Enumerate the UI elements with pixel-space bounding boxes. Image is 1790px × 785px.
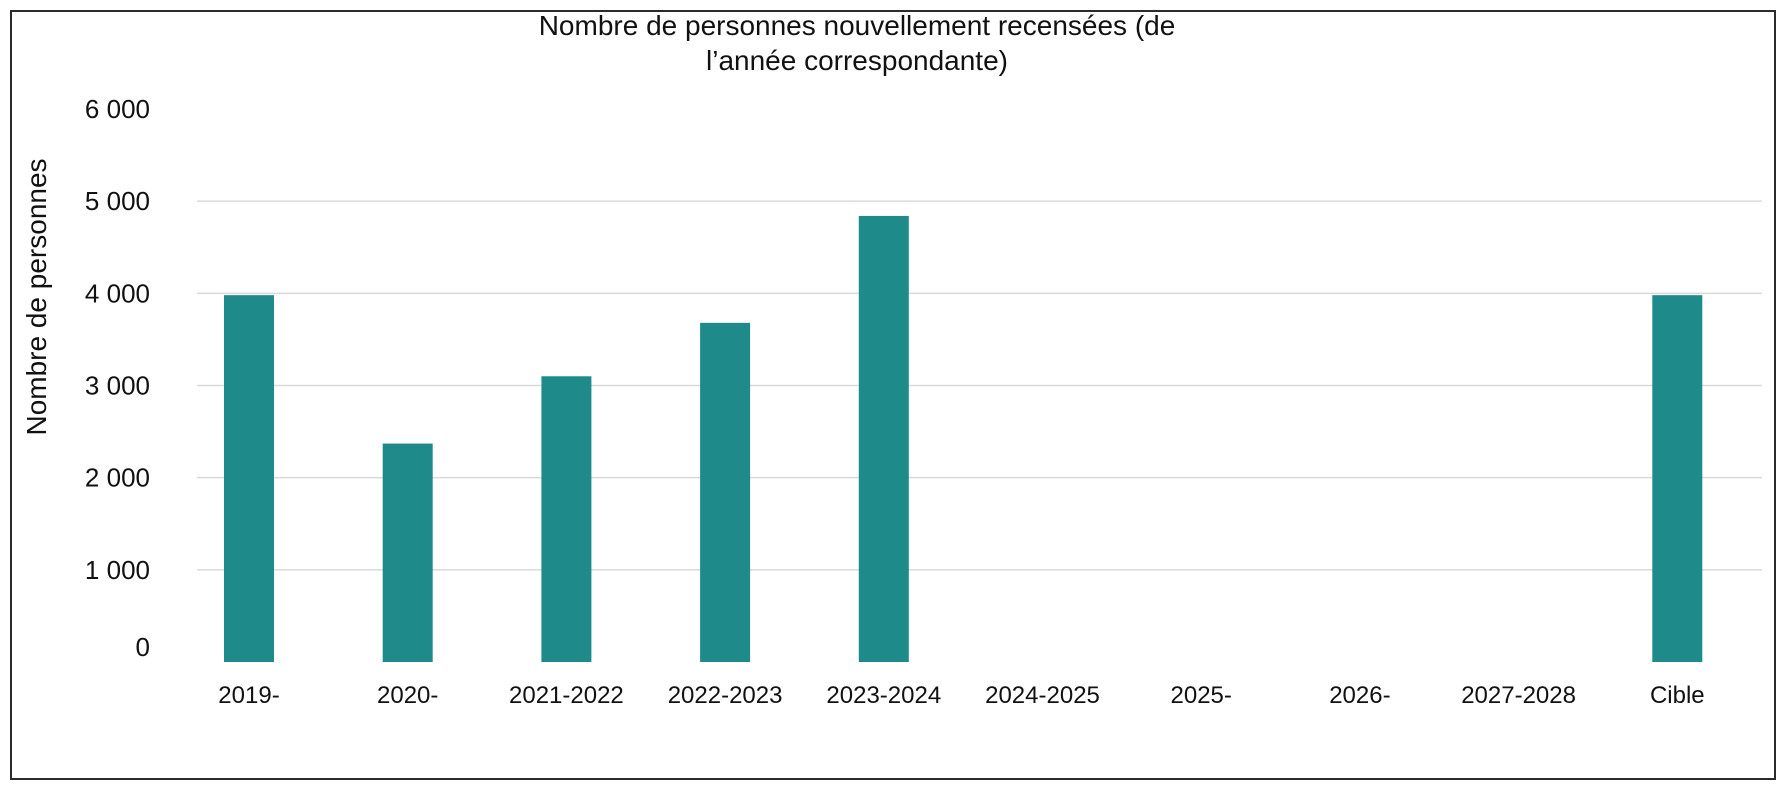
y-tick-label: 4 000 <box>85 278 150 308</box>
y-tick-label: 2 000 <box>85 463 150 493</box>
x-tick-label: 2023-2024 <box>826 682 941 709</box>
bars <box>224 215 1703 662</box>
bar <box>224 295 274 662</box>
x-tick-label: Cible <box>1650 682 1705 709</box>
bar <box>1652 295 1703 662</box>
x-tick-label: 2027-2028 <box>1461 682 1576 709</box>
x-tick-label: 2020- <box>377 682 438 709</box>
y-tick-label: 6 000 <box>85 94 150 124</box>
bar <box>382 443 433 662</box>
y-tick-label: 0 <box>136 632 150 662</box>
chart-title-line-1: Nombre de personnes nouvellement recensé… <box>539 12 1176 41</box>
chart-title-line-2: l’année correspondante) <box>706 45 1008 76</box>
y-axis-label: Nombre de personnes <box>21 158 52 435</box>
bar <box>541 376 592 662</box>
x-tick-label: 2021-2022 <box>509 682 624 709</box>
x-tick-label: 2022-2023 <box>668 682 783 709</box>
y-tick-labels: 0 1 000 2 000 3 000 4 000 5 000 6 000 <box>85 94 150 662</box>
x-tick-labels: 2019- 2020- 2021-2022 2022-2023 2023-2024 202… <box>218 682 1704 709</box>
chart-frame: Nombre de personnes nouvellement recensé… <box>10 10 1776 780</box>
bar-chart: Nombre de personnes nouvellement recensé… <box>21 12 1762 709</box>
x-tick-label: 2019- <box>218 682 279 709</box>
x-tick-label: 2026- <box>1329 682 1390 709</box>
bar <box>700 322 751 662</box>
bar <box>858 215 909 662</box>
y-tick-label: 3 000 <box>85 371 150 401</box>
gridlines <box>197 200 1762 571</box>
x-tick-label: 2025- <box>1171 682 1232 709</box>
x-tick-label: 2024-2025 <box>985 682 1100 709</box>
y-tick-label: 1 000 <box>85 555 150 585</box>
y-tick-label: 5 000 <box>85 186 150 216</box>
